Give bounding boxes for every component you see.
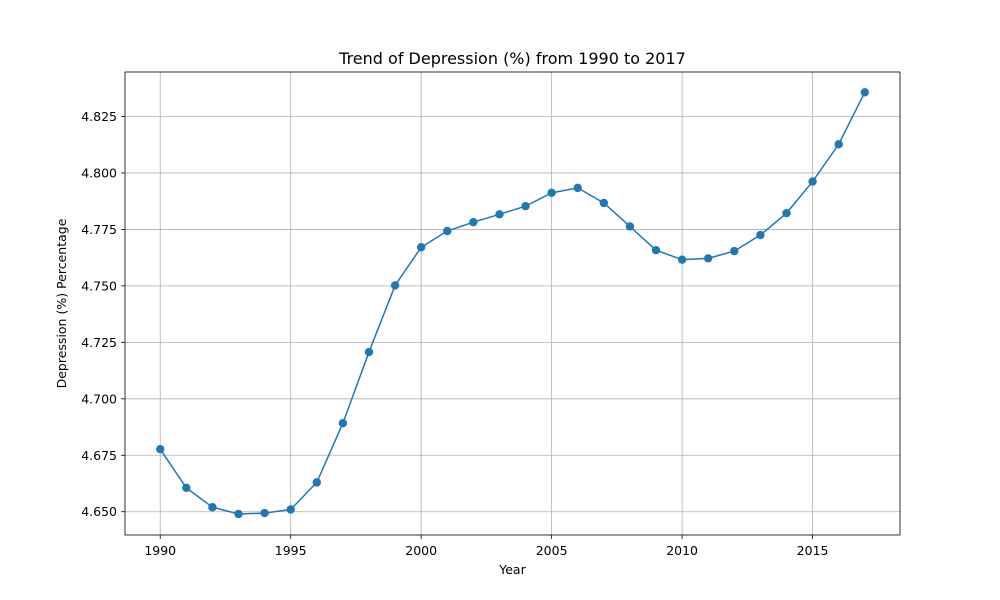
plot-frame (124, 71, 901, 536)
data-point (338, 419, 348, 428)
data-point (730, 246, 739, 256)
data-point (599, 198, 609, 208)
y-axis-ticks: 4.650 4.675 4.700 4.725 4.750 4.775 4.800 4.825 (81, 109, 125, 519)
y-tick-label: 4.750 (81, 278, 117, 293)
y-tick-label: 4.675 (81, 448, 117, 463)
data-point (521, 201, 530, 211)
data-point (364, 347, 374, 357)
data-point (547, 188, 556, 198)
data-point (156, 444, 165, 454)
x-tick-label: 1990 (144, 543, 176, 558)
data-point (495, 210, 504, 219)
y-tick-label: 4.775 (81, 222, 117, 237)
data-point (286, 505, 295, 514)
series-line (159, 91, 866, 515)
data-point (260, 508, 269, 518)
x-axis-ticks: 1990 1995 2000 2005 2010 2015 (144, 535, 828, 558)
y-axis-label: Depression (%) Percentage (54, 218, 69, 388)
data-point (573, 183, 582, 193)
data-point (234, 509, 243, 519)
data-point (416, 243, 426, 252)
data-point (677, 255, 687, 264)
data-point (651, 245, 661, 255)
data-point (390, 281, 400, 290)
x-tick-label: 1995 (275, 543, 307, 558)
series-group (156, 88, 869, 519)
y-tick-label: 4.725 (81, 335, 117, 350)
data-point (860, 88, 869, 97)
x-tick-label: 2010 (666, 543, 698, 558)
y-tick-label: 4.700 (81, 391, 117, 406)
data-point (312, 478, 321, 487)
data-point (756, 230, 765, 240)
y-tick-label: 4.800 (81, 165, 117, 180)
data-point (625, 222, 635, 231)
data-point (704, 254, 713, 263)
x-tick-label: 2000 (405, 543, 437, 558)
x-tick-label: 2005 (536, 543, 568, 558)
y-tick-label: 4.650 (81, 504, 117, 519)
chart-title: Trend of Depression (%) from 1990 to 201… (338, 49, 686, 68)
data-point (443, 226, 452, 236)
x-tick-label: 2015 (797, 543, 829, 558)
grid (125, 72, 900, 535)
data-point (208, 503, 217, 512)
data-point (782, 208, 791, 218)
y-tick-label: 4.825 (81, 109, 117, 124)
data-point (469, 217, 478, 227)
data-point (808, 177, 817, 186)
x-axis-label: Year (498, 562, 526, 577)
data-point (182, 483, 191, 492)
data-point (834, 140, 843, 149)
